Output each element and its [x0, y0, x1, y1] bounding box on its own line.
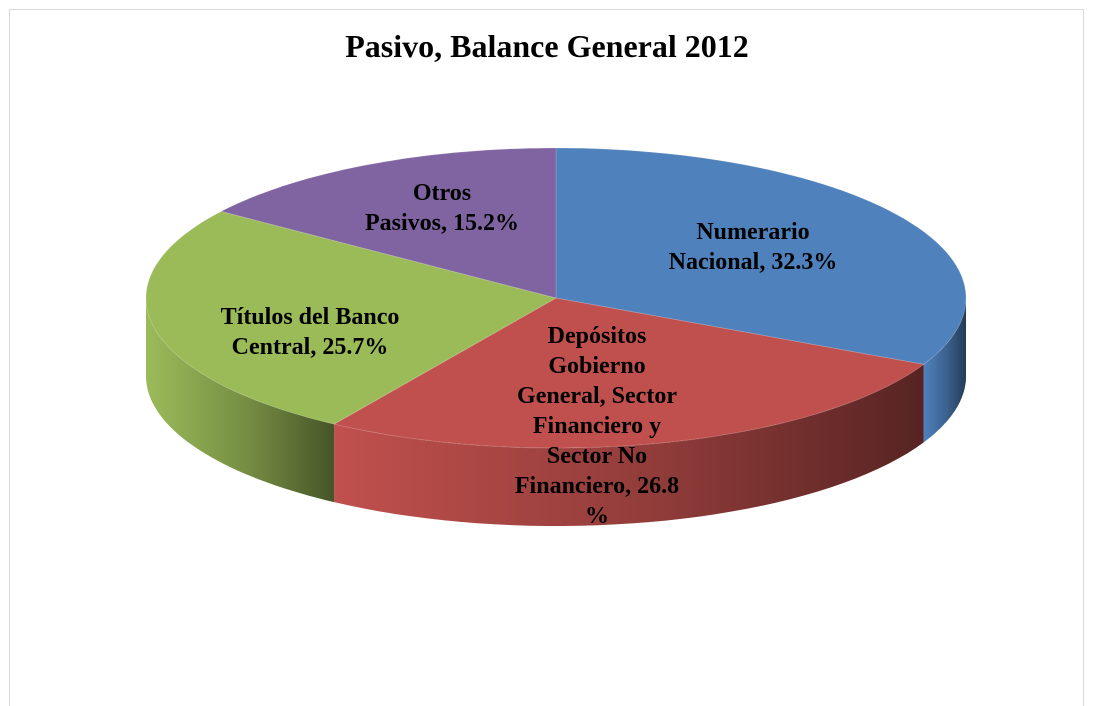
- chart-title: Pasivo, Balance General 2012: [345, 28, 749, 64]
- slice-side-shade-dep-sitos-gobierno-general: [334, 364, 924, 526]
- slice-side-shade-t-tulos-del-banco-central: [146, 298, 335, 503]
- slice-label-numerario: Numerario Nacional, 32.3%: [668, 219, 838, 275]
- slice-side-shade-numerario-nacional: [923, 298, 966, 443]
- slice-numerario-nacional: [555, 147, 967, 365]
- slice-label-titulos: Títulos del Banco Central, 25.7%: [220, 304, 400, 360]
- chart-frame: [9, 9, 1084, 706]
- slice-dep-sitos-gobierno-general: [332, 297, 925, 449]
- slice-label-depositos: Depósitos Gobierno General, Sector Finan…: [514, 323, 680, 529]
- slice-label-otros: Otros Pasivos, 15.2%: [364, 180, 519, 236]
- slice-t-tulos-del-banco-central: [145, 210, 558, 425]
- slice-otros-pasivos: [219, 147, 557, 299]
